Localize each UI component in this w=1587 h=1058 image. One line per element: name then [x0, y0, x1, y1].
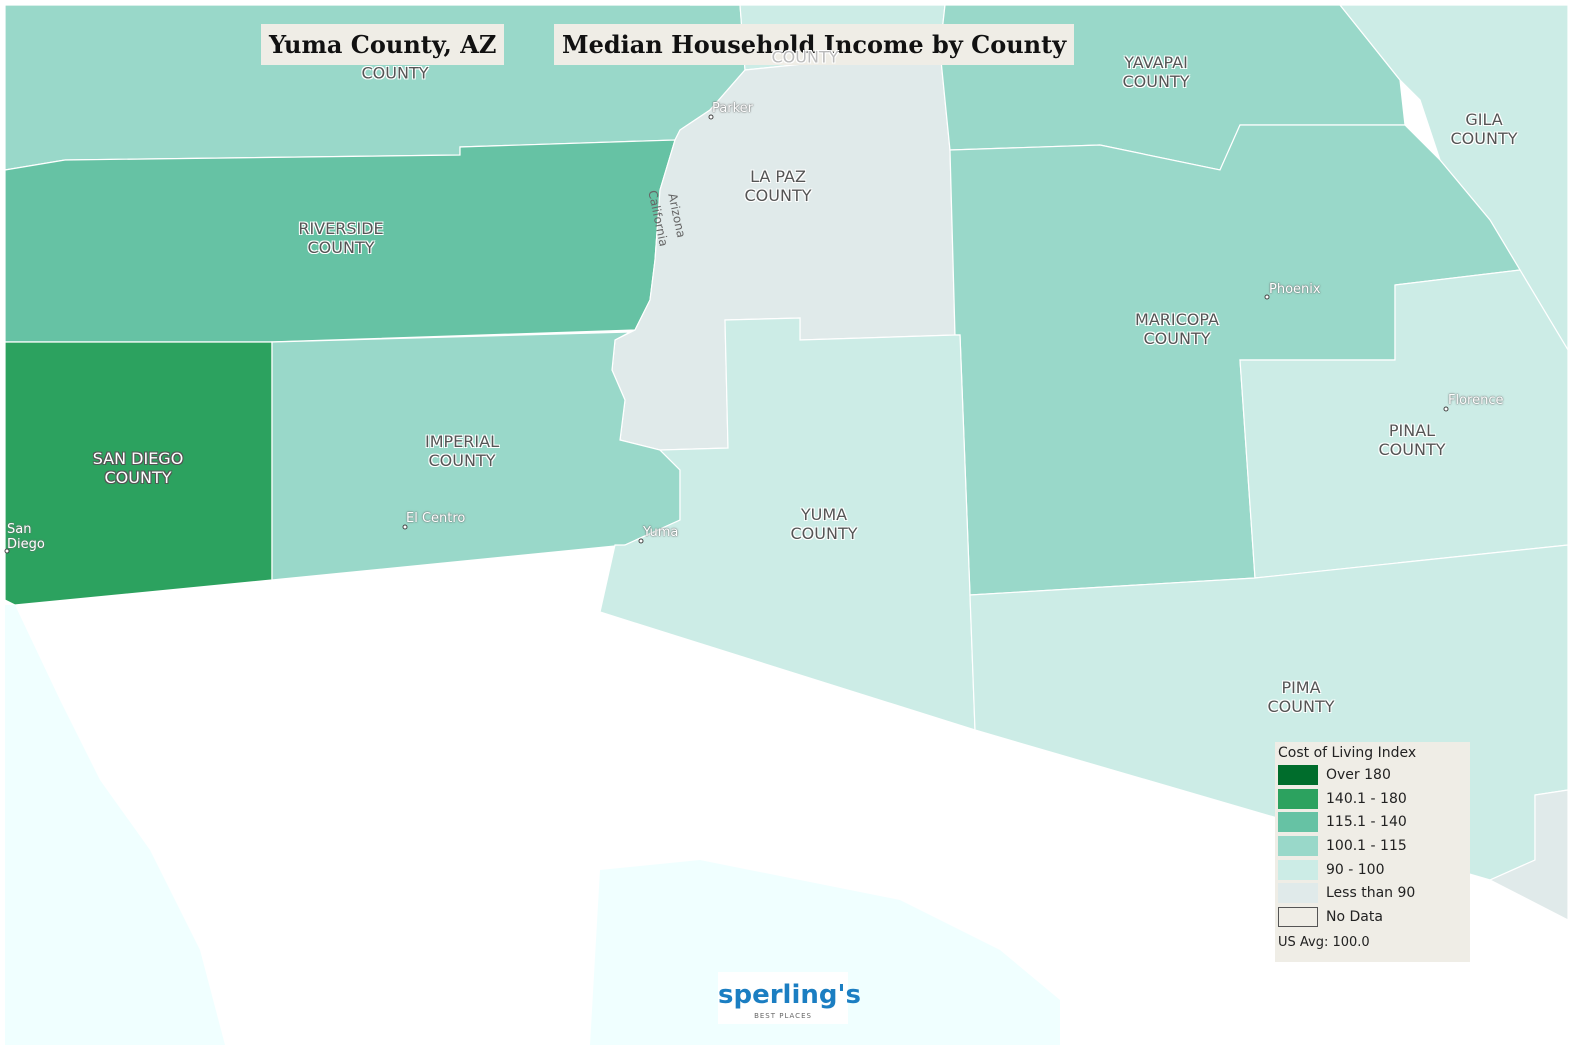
legend-swatch [1278, 835, 1318, 856]
city-dot [638, 538, 644, 544]
legend-title: Cost of Living Index [1278, 745, 1417, 761]
city-label: El Centro [406, 511, 466, 526]
legend-label: 140.1 - 180 [1326, 790, 1407, 807]
county-shape [1488, 789, 1569, 921]
county-label: SAN DIEGO COUNTY [92, 449, 184, 487]
logo-tagline: BEST PLACES [754, 1012, 812, 1020]
county-label: COUNTY [771, 47, 839, 67]
legend-swatch [1278, 812, 1318, 833]
legend-swatch [1278, 764, 1318, 785]
county-label: MARICOPA COUNTY [1135, 310, 1219, 348]
city-dot [4, 548, 10, 554]
map-title: Yuma County, AZ [261, 24, 505, 65]
legend-note: US Avg: 100.0 [1278, 934, 1370, 950]
legend: Cost of Living Index Over 180 140.1 - 180… [1275, 742, 1470, 962]
legend-item: 100.1 - 115 [1275, 834, 1470, 858]
legend-items: Over 180 140.1 - 180 115.1 - 140 100.1 - 11… [1275, 763, 1470, 929]
county-shape [271, 331, 681, 581]
water [5, 605, 225, 1045]
legend-item: 140.1 - 180 [1275, 787, 1470, 811]
legend-item: Less than 90 [1275, 881, 1470, 905]
city-label: San Diego [7, 522, 45, 552]
legend-swatch [1278, 883, 1318, 904]
city-label: Florence [1448, 393, 1504, 408]
legend-swatch [1278, 788, 1318, 809]
city-dot [1443, 406, 1449, 412]
county-label: LA PAZ COUNTY [744, 167, 812, 205]
legend-label: Less than 90 [1326, 885, 1416, 902]
legend-item: 90 - 100 [1275, 858, 1470, 882]
logo: sperling's BEST PLACES [718, 972, 861, 1024]
legend-item: No Data [1275, 905, 1470, 929]
county-shape [4, 341, 273, 606]
map-subtitle: Median Household Income by County [554, 24, 1075, 65]
county-shape [599, 317, 976, 731]
legend-label: 115.1 - 140 [1326, 814, 1407, 831]
county-label: PIMA COUNTY [1267, 678, 1335, 716]
city-dot [402, 524, 408, 530]
county-label: IMPERIAL COUNTY [425, 432, 499, 470]
legend-label: No Data [1326, 908, 1383, 925]
city-label: Parker [712, 101, 753, 116]
city-label: Phoenix [1269, 282, 1321, 297]
county-label: YUMA COUNTY [790, 505, 858, 543]
legend-label: 100.1 - 115 [1326, 837, 1407, 854]
logo-name: sperling's [718, 980, 861, 1010]
legend-swatch [1278, 906, 1318, 927]
city-dot [1264, 294, 1270, 300]
legend-item: 115.1 - 140 [1275, 810, 1470, 834]
county-label: RIVERSIDE COUNTY [298, 219, 384, 257]
legend-label: 90 - 100 [1326, 861, 1385, 878]
legend-label: Over 180 [1326, 766, 1391, 783]
legend-item: Over 180 [1275, 763, 1470, 787]
county-label: COUNTY [361, 63, 429, 83]
county-label: GILA COUNTY [1450, 110, 1518, 148]
legend-swatch [1278, 859, 1318, 880]
city-dot [708, 114, 714, 120]
water [590, 860, 1060, 1045]
city-label: Yuma [643, 525, 679, 540]
county-label: PINAL COUNTY [1378, 421, 1446, 459]
county-label: YAVAPAI COUNTY [1122, 53, 1190, 91]
